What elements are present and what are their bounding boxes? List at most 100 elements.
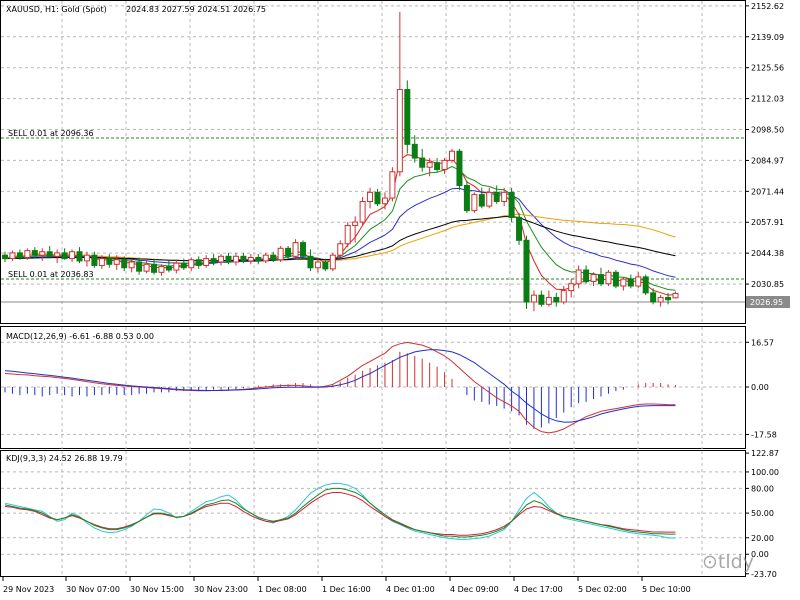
candle (337, 240, 344, 258)
candle (508, 187, 515, 223)
candle-body (620, 278, 627, 287)
candle-body (612, 271, 619, 287)
candle (9, 250, 16, 261)
price-tick-label: 2057.91 (751, 218, 784, 227)
candle (69, 249, 76, 263)
candle (568, 279, 575, 298)
candle (434, 158, 441, 172)
time-tick-label: 4 Dec 09:00 (450, 585, 499, 594)
candle (225, 252, 232, 265)
candle-body (165, 266, 172, 271)
candle (322, 258, 329, 272)
candle (121, 256, 128, 272)
candle-body (605, 271, 612, 285)
candle (307, 249, 314, 272)
candle (650, 288, 657, 305)
candle-body (314, 261, 321, 269)
candle (76, 247, 83, 264)
candle-body (352, 221, 359, 226)
candle-body (210, 258, 217, 263)
candle (553, 292, 560, 307)
candle-body (180, 262, 187, 269)
candle-body (672, 292, 679, 299)
macd-tick-label: -17.58 (751, 430, 777, 439)
candle (151, 258, 157, 275)
candle-body (16, 252, 23, 258)
candle (419, 148, 426, 172)
candle-body (329, 254, 336, 270)
candle-body (76, 251, 83, 262)
candle (240, 252, 247, 264)
candle (590, 272, 597, 287)
candle (113, 255, 120, 271)
price-tick-label: 2098.50 (751, 126, 784, 135)
price-axis: 2152.62 2139.09 2125.56 2112.03 2098.50 2084.… (745, 2, 784, 289)
kdj-pane[interactable]: KDJ(9,3,3) 24.52 26.88 19.79 122.87 100.0… (0, 449, 780, 579)
candle-body (113, 259, 120, 265)
candle-body (270, 254, 277, 261)
candle-body (568, 283, 575, 292)
candle-body (188, 259, 195, 269)
time-tick-label: 29 Nov 2023 (3, 585, 54, 594)
candle-body (203, 258, 210, 266)
candle-body (83, 254, 90, 262)
candle-body (151, 263, 157, 273)
kdj-tick-label: -23.70 (751, 570, 777, 579)
candle-body (61, 252, 68, 260)
candle (359, 196, 366, 226)
candle-body (516, 216, 523, 241)
candle (478, 187, 485, 209)
candle-body (374, 191, 381, 205)
candle (180, 258, 187, 271)
candle (545, 290, 552, 307)
candle (456, 148, 463, 191)
candle (523, 235, 530, 309)
candle (91, 251, 98, 268)
candle-body (359, 200, 366, 223)
candle-body (322, 261, 329, 270)
candle-body (508, 191, 515, 218)
candle (583, 265, 590, 284)
time-tick-label: 5 Dec 02:00 (578, 585, 627, 594)
candle-body (277, 247, 284, 261)
time-tick-label: 5 Dec 10:00 (642, 585, 691, 594)
candle-body (225, 255, 232, 263)
candle (352, 216, 359, 243)
candle (158, 264, 165, 276)
candle (389, 167, 396, 202)
candle-body (9, 252, 16, 260)
price-tick-label: 2152.62 (751, 2, 784, 11)
candle-body (173, 262, 180, 271)
candle (516, 212, 523, 245)
candle (598, 267, 604, 287)
candle-body (493, 191, 500, 202)
price-pane[interactable]: XAUUSD, H1: Gold (Spot) 2024.83 2027.59 … (0, 0, 791, 324)
candle (486, 187, 493, 209)
candle (39, 248, 46, 261)
candle (314, 258, 321, 273)
price-pane-border (0, 0, 746, 324)
candle-body (24, 250, 31, 258)
candle (538, 290, 545, 307)
candle-body (262, 254, 269, 262)
candle (463, 180, 470, 213)
candle (493, 185, 500, 204)
macd-pane[interactable]: MACD(12,26,9) -6.61 -6.88 0.53 0.00 16.5… (0, 326, 777, 450)
candle-body (136, 261, 143, 272)
price-tick-label: 2112.03 (751, 95, 784, 104)
candle (203, 255, 210, 268)
candle (672, 291, 679, 299)
candle (404, 80, 411, 154)
candle-body (411, 143, 418, 159)
candle-body (635, 276, 642, 287)
candle (232, 252, 239, 266)
candle (612, 270, 619, 289)
kdj-lines (4, 483, 676, 540)
candle-body (31, 250, 38, 256)
candle-body (2, 254, 8, 260)
macd-histogram (4, 351, 676, 429)
candle-body (46, 251, 53, 257)
candle (188, 257, 195, 272)
candle (665, 292, 672, 305)
